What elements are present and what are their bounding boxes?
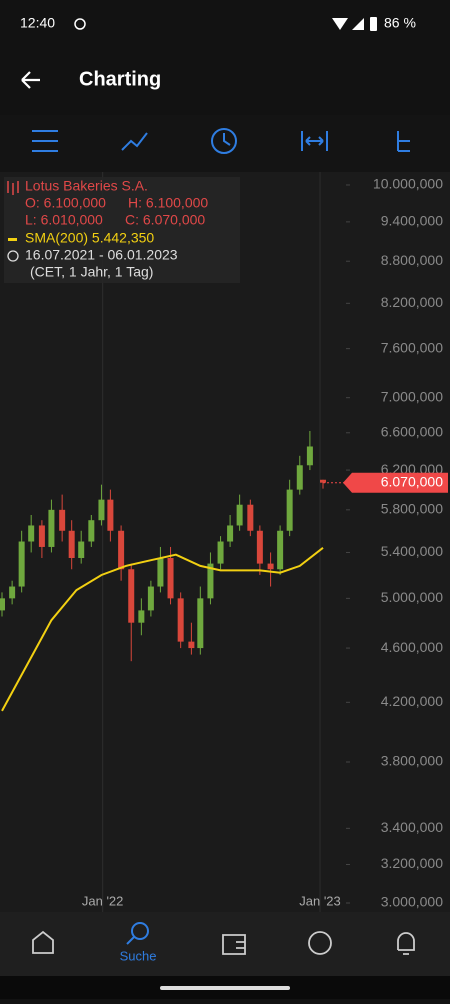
candle-body: [247, 504, 254, 531]
date-range: 16.07.2021 - 06.01.2023: [25, 247, 178, 263]
sma-swatch: [8, 238, 17, 241]
candle-body: [227, 525, 234, 542]
candle-body: [207, 563, 214, 599]
chart-type-icon[interactable]: [121, 132, 148, 151]
legend-open: O: 6.100,000: [25, 195, 106, 211]
candle-body: [98, 499, 105, 521]
sma-label: SMA(200) 5.442,350: [25, 230, 154, 246]
menu-icon[interactable]: [32, 130, 58, 152]
legend-low: L: 6.010,000: [25, 212, 103, 228]
candle-body: [118, 530, 125, 570]
home-indicator: [160, 986, 290, 990]
candle-body: [188, 641, 195, 649]
y-tick-label: 6.600,000: [381, 423, 443, 439]
candle-body: [48, 509, 55, 547]
y-tick-label: 3.000,000: [381, 894, 443, 910]
x-tick-label: Jan '23: [299, 893, 341, 908]
candle-body: [286, 489, 293, 531]
sma-line: [1, 547, 324, 712]
candle-body: [197, 598, 204, 649]
candle-body: [28, 525, 35, 542]
legend-high: H: 6.100,000: [128, 195, 208, 211]
period: (CET, 1 Jahr, 1 Tag): [30, 264, 153, 280]
candle-body: [306, 446, 313, 466]
y-tick-label: 8.800,000: [381, 252, 443, 268]
time-icon[interactable]: [211, 128, 237, 154]
x-tick-label: Jan '22: [82, 893, 124, 908]
y-tick-label: 5.000,000: [381, 589, 443, 605]
candle-body: [78, 541, 85, 558]
battery-icon: [370, 17, 377, 31]
candle-body: [128, 569, 135, 623]
y-tick-label: 3.800,000: [381, 753, 443, 769]
y-tick-label: 9.400,000: [381, 213, 443, 229]
candle-body: [68, 530, 75, 558]
toolbar: [0, 115, 450, 172]
candle-body: [177, 598, 184, 642]
nav-notifications[interactable]: [397, 932, 415, 955]
legend-box: [4, 177, 240, 283]
candle-body: [18, 541, 25, 587]
nav-favorites[interactable]: [308, 931, 332, 955]
y-tick-label: 8.200,000: [381, 294, 443, 310]
status-time: 12:40: [20, 15, 55, 31]
y-tick-label: 5.800,000: [381, 501, 443, 517]
candle-body: [277, 530, 284, 570]
y-tick-label: 7.600,000: [381, 339, 443, 355]
candle-body: [320, 479, 326, 483]
battery-level: 86 %: [384, 15, 416, 31]
candle-body: [267, 563, 274, 570]
clock-icon: [7, 250, 19, 262]
y-tick-label: 3.200,000: [381, 855, 443, 871]
header-title: Charting: [79, 68, 161, 90]
candle-body: [38, 525, 45, 547]
nav-search[interactable]: [126, 922, 149, 945]
chart-area: [0, 172, 450, 912]
candle-body: [147, 586, 154, 611]
y-tick-label: 7.000,000: [381, 388, 443, 404]
candle-body: [107, 499, 114, 531]
nav-home[interactable]: [32, 930, 54, 954]
candle-body: [157, 557, 164, 587]
legend-close: C: 6.070,000: [125, 212, 205, 228]
candle-body: [296, 465, 303, 490]
candle-body: [88, 520, 95, 542]
y-tick-label: 10.000,000: [373, 176, 443, 192]
nav-search-label[interactable]: Suche: [120, 948, 157, 963]
nav-wallet[interactable]: [222, 934, 246, 955]
y-tick-label: 4.200,000: [381, 693, 443, 709]
candle-body: [138, 610, 145, 623]
back-button[interactable]: [21, 71, 40, 89]
y-tick-label: 5.400,000: [381, 543, 443, 559]
candle-body: [0, 598, 5, 611]
candle-body: [256, 530, 263, 564]
y-tick-label: 3.400,000: [381, 819, 443, 835]
signal-icon: [352, 18, 364, 30]
y-tick-label: 4.600,000: [381, 639, 443, 655]
wifi-icon: [332, 18, 348, 30]
candle-body: [167, 557, 174, 599]
candle-body: [236, 504, 243, 526]
candle-body: [59, 509, 66, 531]
price-tag-label: 6.070,000: [381, 473, 443, 489]
range-icon[interactable]: [301, 131, 328, 151]
legend-name: Lotus Bakeries S.A.: [25, 178, 148, 194]
indicator-icon[interactable]: [397, 131, 410, 152]
status-icon: [74, 18, 86, 30]
candle-body: [9, 586, 16, 599]
bottom-nav: [0, 912, 450, 976]
candle-body: [217, 541, 224, 564]
legend-icon: [7, 181, 19, 195]
price-tag: [343, 472, 448, 493]
